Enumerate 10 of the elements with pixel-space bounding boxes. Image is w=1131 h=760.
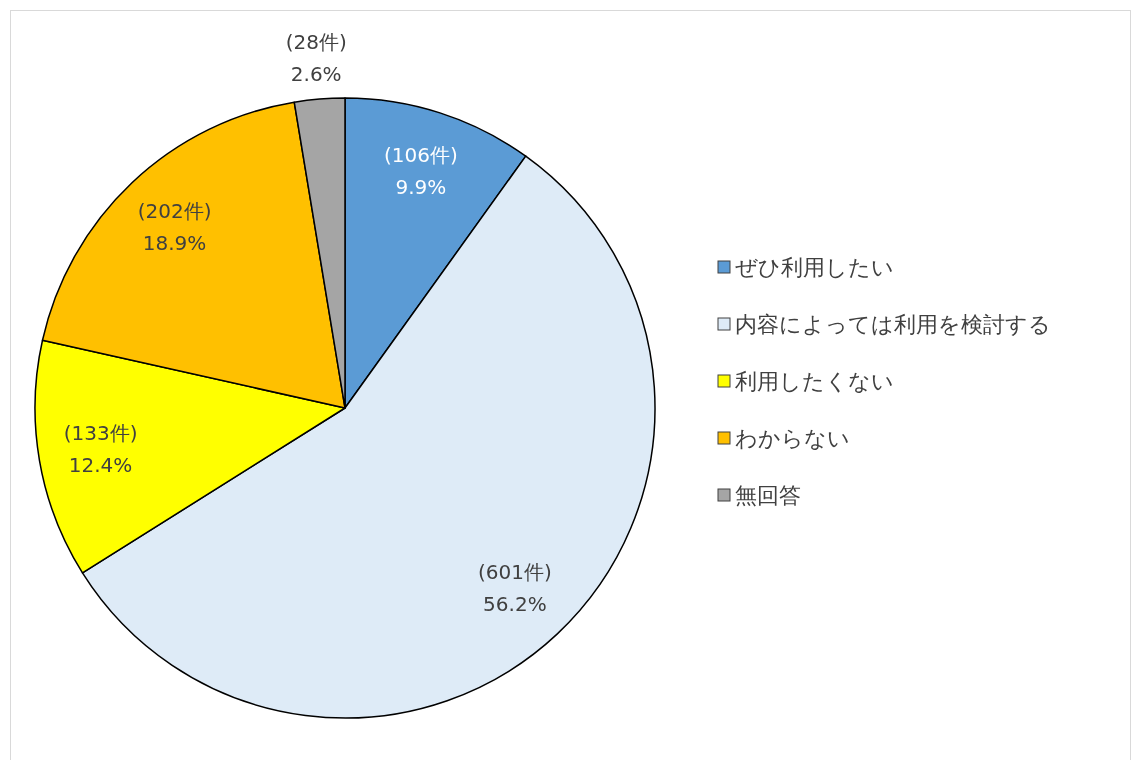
- data-label: (133件) 12.4%: [63, 421, 138, 478]
- legend-label: 内容によっては利用を検討する: [735, 312, 1051, 337]
- legend-label: 無回答: [735, 483, 801, 508]
- data-label: (106件) 9.9%: [384, 142, 458, 199]
- data-label: (28件) 2.6%: [285, 29, 347, 86]
- legend-label: わからない: [735, 426, 850, 451]
- data-label: (601件) 56.2%: [477, 559, 552, 616]
- legend-label: ぜひ利用したい: [735, 255, 894, 280]
- legend-label: 利用したくない: [735, 369, 894, 394]
- data-label: (202件) 18.9%: [137, 198, 212, 255]
